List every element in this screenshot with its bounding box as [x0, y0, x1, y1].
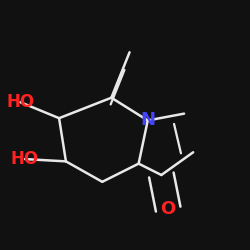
- Text: O: O: [160, 200, 176, 218]
- Text: N: N: [140, 112, 155, 130]
- Text: HO: HO: [6, 93, 34, 111]
- Text: HO: HO: [11, 150, 39, 168]
